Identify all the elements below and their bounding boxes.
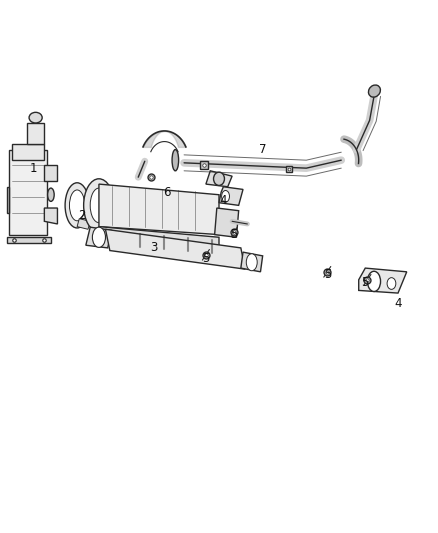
Ellipse shape [246, 254, 257, 271]
Ellipse shape [214, 172, 224, 185]
Text: 4: 4 [219, 193, 227, 207]
Ellipse shape [90, 188, 108, 223]
Ellipse shape [84, 179, 114, 232]
Ellipse shape [70, 190, 85, 221]
Text: 7: 7 [259, 143, 266, 156]
Ellipse shape [92, 227, 106, 247]
Polygon shape [106, 229, 245, 269]
Text: 6: 6 [163, 185, 170, 199]
Ellipse shape [368, 85, 381, 97]
Polygon shape [206, 171, 232, 187]
Ellipse shape [172, 150, 179, 171]
Ellipse shape [65, 183, 89, 228]
Text: 5: 5 [230, 228, 238, 241]
Polygon shape [7, 187, 10, 213]
Polygon shape [86, 227, 112, 248]
Text: 2: 2 [78, 209, 85, 222]
Ellipse shape [48, 188, 54, 201]
Polygon shape [44, 208, 57, 224]
Polygon shape [12, 144, 44, 160]
Polygon shape [359, 268, 407, 293]
Polygon shape [10, 150, 46, 235]
Text: 4: 4 [394, 297, 402, 310]
Ellipse shape [387, 278, 396, 289]
Polygon shape [99, 184, 219, 235]
Text: 5: 5 [202, 252, 210, 265]
Text: 3: 3 [150, 241, 157, 254]
Polygon shape [241, 252, 263, 272]
Text: 5: 5 [325, 268, 332, 281]
Ellipse shape [222, 190, 230, 202]
Polygon shape [44, 165, 57, 181]
Polygon shape [99, 227, 219, 248]
Polygon shape [27, 123, 44, 144]
Polygon shape [77, 219, 90, 229]
Text: 1: 1 [30, 161, 37, 175]
Ellipse shape [29, 112, 42, 123]
Polygon shape [219, 187, 243, 205]
Polygon shape [215, 208, 239, 237]
Ellipse shape [367, 271, 381, 292]
Polygon shape [7, 237, 51, 243]
Text: 5: 5 [362, 276, 369, 289]
